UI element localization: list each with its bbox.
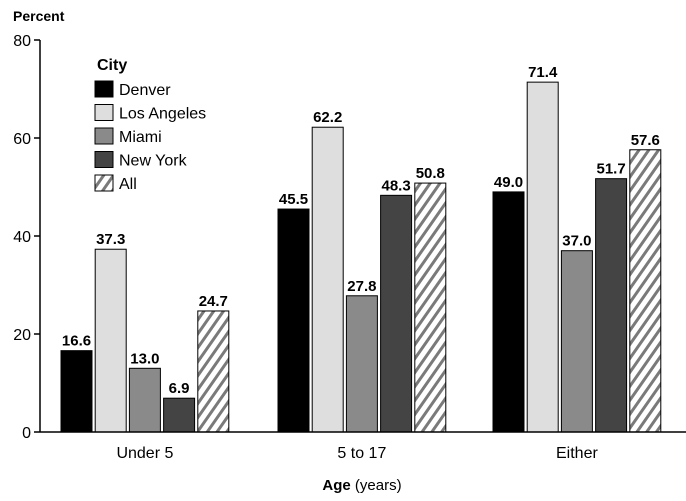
bar-all-0 bbox=[197, 310, 230, 433]
bar-all-1 bbox=[414, 182, 447, 433]
bar-value-label: 48.3 bbox=[381, 177, 410, 194]
bar-new-york-1 bbox=[380, 194, 413, 433]
bar-value-label: 62.2 bbox=[313, 109, 342, 126]
bar-value-label: 27.8 bbox=[347, 278, 376, 295]
legend-label: Los Angeles bbox=[119, 106, 206, 123]
bar-value-label: 24.7 bbox=[199, 293, 228, 310]
y-tick-label: 80 bbox=[13, 33, 31, 50]
bar-value-label: 49.0 bbox=[494, 174, 523, 191]
legend: City Denver Los Angeles Miami New York All bbox=[94, 57, 206, 193]
y-tick-label: 60 bbox=[13, 131, 31, 148]
bar-value-label: 13.0 bbox=[130, 350, 159, 367]
bar-los-angeles-0 bbox=[94, 248, 127, 433]
bar-denver-0 bbox=[60, 350, 93, 433]
bar-miami-1 bbox=[345, 295, 378, 433]
bar-value-label: 45.5 bbox=[279, 191, 308, 208]
bar-new-york-2 bbox=[595, 178, 628, 433]
x-tick-label: Either bbox=[556, 445, 598, 462]
legend-swatch bbox=[94, 174, 114, 192]
x-axis-label: Age (years) bbox=[322, 477, 401, 494]
bar-new-york-0 bbox=[163, 397, 196, 433]
x-axis-label-unit: (years) bbox=[351, 477, 402, 494]
legend-swatch bbox=[94, 127, 114, 145]
y-axis-ticks: 0 20 40 60 80 bbox=[13, 33, 40, 442]
bars-group: 16.6 37.3 13.0 6.9 24.7 45.5 62.2 27.8 48.3 50.8 4… bbox=[60, 64, 662, 433]
bar-value-label: 16.6 bbox=[62, 333, 91, 350]
x-tick-label: 5 to 17 bbox=[337, 445, 386, 462]
bar-value-label: 51.7 bbox=[596, 161, 625, 178]
x-tick-label: Under 5 bbox=[116, 445, 173, 462]
y-tick-label: 0 bbox=[22, 425, 31, 442]
y-axis-label: Percent bbox=[13, 8, 65, 24]
bar-all-2 bbox=[629, 149, 662, 433]
legend-swatch bbox=[94, 80, 114, 98]
y-tick-label: 40 bbox=[13, 229, 31, 246]
bar-value-label: 50.8 bbox=[416, 165, 445, 182]
bar-value-label: 71.4 bbox=[528, 64, 558, 81]
bar-denver-1 bbox=[277, 208, 310, 433]
legend-label: Miami bbox=[119, 129, 162, 146]
bar-value-label: 57.6 bbox=[631, 132, 660, 149]
y-tick-label: 20 bbox=[13, 327, 31, 344]
legend-label: New York bbox=[119, 153, 188, 170]
legend-label: Denver bbox=[119, 82, 171, 99]
bar-denver-2 bbox=[492, 191, 525, 433]
bar-miami-2 bbox=[560, 250, 593, 433]
legend-swatch bbox=[94, 151, 114, 168]
bar-miami-0 bbox=[128, 367, 161, 433]
bar-los-angeles-1 bbox=[311, 126, 344, 433]
bar-value-label: 37.0 bbox=[562, 233, 591, 250]
bar-los-angeles-2 bbox=[526, 81, 559, 433]
bar-value-label: 37.3 bbox=[96, 231, 125, 248]
legend-label: All bbox=[119, 176, 137, 193]
bar-value-label: 6.9 bbox=[169, 380, 190, 397]
x-axis-tick-labels: Under 5 5 to 17 Either bbox=[116, 445, 598, 462]
legend-swatch bbox=[94, 104, 114, 121]
legend-title: City bbox=[97, 57, 127, 74]
x-axis-label-main: Age bbox=[322, 477, 350, 494]
